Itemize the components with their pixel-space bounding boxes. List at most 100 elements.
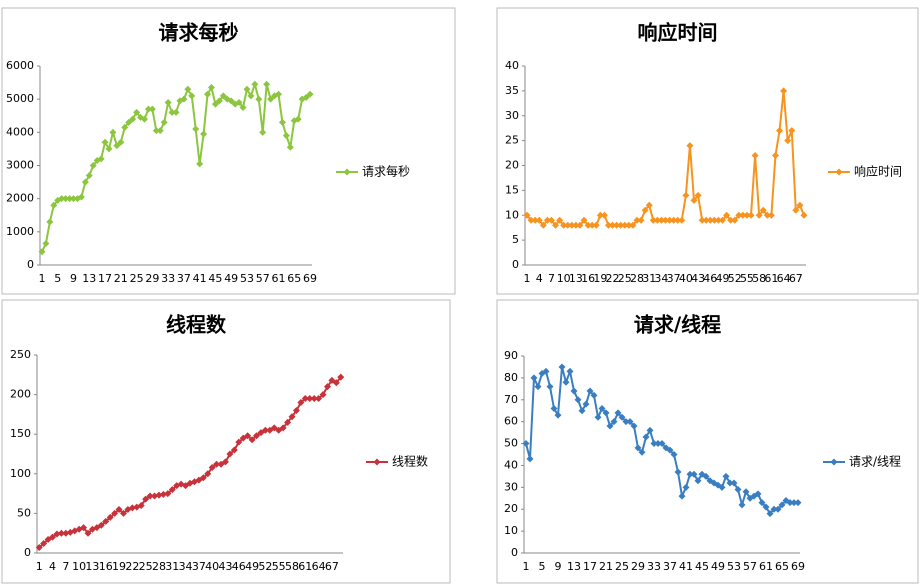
data-point: [200, 130, 208, 138]
x-tick-label: 7: [62, 560, 69, 573]
data-point: [678, 492, 686, 500]
chart-title: 请求每秒: [159, 21, 239, 45]
data-point: [554, 411, 562, 419]
legend-label: 请求每秒: [362, 164, 410, 179]
y-tick-label: 4000: [6, 125, 34, 138]
legend-marker: [830, 458, 838, 466]
data-point: [227, 97, 235, 105]
x-tick-label: 34: [654, 272, 668, 285]
data-point: [35, 543, 43, 551]
data-point: [778, 501, 786, 509]
data-point: [686, 142, 694, 150]
x-tick-label: 49: [711, 560, 725, 573]
data-point: [247, 92, 255, 100]
x-tick-label: 49: [224, 272, 238, 285]
data-point: [297, 399, 305, 407]
x-tick-label: 19: [112, 560, 126, 573]
data-point: [543, 216, 551, 224]
x-tick-label: 25: [618, 272, 632, 285]
data-point: [580, 216, 588, 224]
chart-panel: [1, 7, 456, 295]
data-point: [621, 221, 629, 229]
data-point: [319, 391, 327, 399]
data-point: [719, 216, 727, 224]
x-tick-label: 37: [663, 560, 677, 573]
data-point: [759, 206, 767, 214]
x-tick-label: 21: [114, 272, 128, 285]
data-point: [284, 418, 292, 426]
y-tick-label: 250: [10, 348, 31, 361]
data-point: [219, 92, 227, 100]
data-point: [562, 378, 570, 386]
x-tick-label: 5: [539, 560, 546, 573]
x-tick-label: 58: [752, 272, 766, 285]
data-point: [582, 400, 590, 408]
data-point: [694, 191, 702, 199]
data-point: [278, 118, 286, 126]
x-tick-label: 13: [567, 560, 581, 573]
data-point: [570, 387, 578, 395]
data-point: [125, 118, 133, 126]
y-tick-label: 35: [505, 84, 519, 97]
data-point: [788, 127, 796, 135]
data-point: [306, 90, 314, 98]
data-point: [572, 221, 580, 229]
data-point: [790, 499, 798, 507]
data-point: [590, 391, 598, 399]
y-tick-label: 1000: [6, 225, 34, 238]
data-point: [547, 216, 555, 224]
data-point: [235, 98, 243, 106]
data-point: [204, 90, 212, 98]
data-point: [115, 505, 123, 513]
data-point: [85, 171, 93, 179]
data-point: [678, 216, 686, 224]
data-point: [151, 492, 159, 500]
data-point: [738, 501, 746, 509]
data-point: [310, 395, 318, 403]
data-point: [598, 405, 606, 413]
data-point: [600, 211, 608, 219]
data-point: [698, 216, 706, 224]
data-point: [62, 195, 70, 203]
data-point: [306, 395, 314, 403]
y-tick-label: 30: [505, 109, 519, 122]
data-point: [714, 216, 722, 224]
data-point: [208, 463, 216, 471]
data-point: [172, 108, 180, 116]
data-point: [658, 440, 666, 448]
data-point: [192, 125, 200, 133]
y-tick-label: 70: [504, 393, 518, 406]
data-point: [654, 440, 662, 448]
y-tick-label: 20: [504, 502, 518, 515]
data-point: [758, 499, 766, 507]
data-point: [710, 216, 718, 224]
x-tick-label: 28: [152, 560, 166, 573]
x-tick-label: 25: [130, 272, 144, 285]
data-point: [610, 418, 618, 426]
x-tick-label: 69: [303, 272, 317, 285]
data-point: [332, 379, 340, 387]
data-point: [121, 123, 129, 131]
y-tick-label: 40: [505, 59, 519, 72]
x-tick-label: 49: [245, 560, 259, 573]
x-tick-label: 1: [523, 560, 530, 573]
x-tick-label: 61: [764, 272, 778, 285]
data-point: [66, 195, 74, 203]
data-point: [578, 407, 586, 415]
data-point: [638, 448, 646, 456]
x-tick-label: 52: [728, 272, 742, 285]
data-point: [97, 521, 105, 529]
data-point: [323, 383, 331, 391]
data-point: [184, 85, 192, 93]
data-point: [792, 206, 800, 214]
data-point: [535, 216, 543, 224]
data-point: [230, 446, 238, 454]
data-point: [89, 162, 97, 169]
data-point: [159, 490, 167, 498]
y-tick-label: 200: [10, 388, 31, 401]
chart-panel: [1, 299, 451, 584]
data-point: [767, 211, 775, 219]
legend-label: 请求/线程: [849, 454, 901, 469]
data-point: [261, 426, 269, 434]
data-point: [784, 137, 792, 145]
